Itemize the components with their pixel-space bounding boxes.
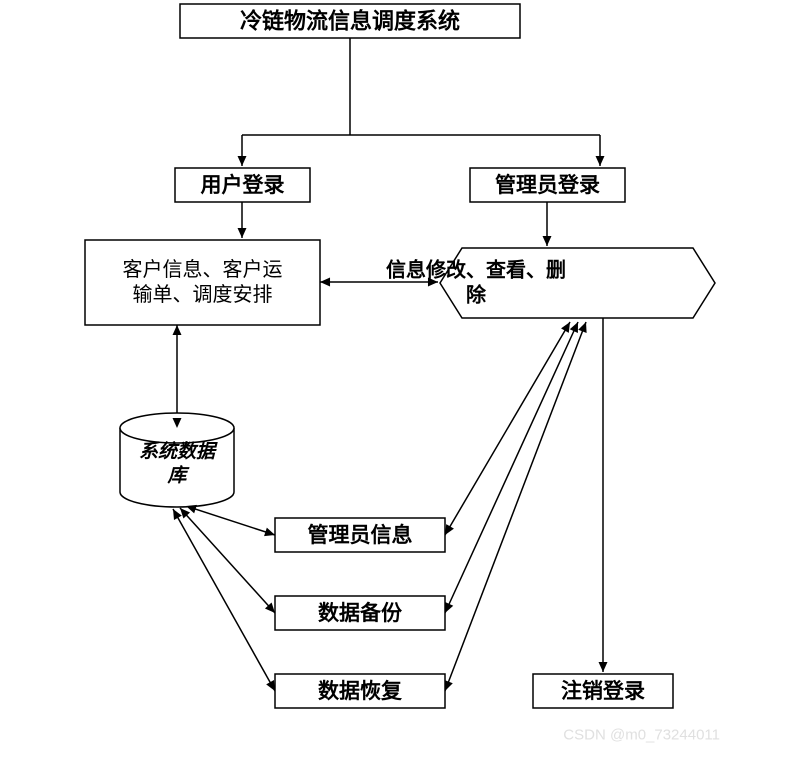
node-logout: 注销登录 [533,674,673,708]
node-text: 冷链物流信息调度系统 [240,9,460,34]
node-text: 管理员登录 [495,173,600,197]
node-text: 信息修改、查看、删 [386,258,566,282]
node-text: 注销登录 [561,679,645,703]
watermark: CSDN @m0_73244011 [563,727,720,744]
node-text: 客户信息、客户运 [123,258,283,281]
node-text: 用户登录 [201,173,285,197]
node-userLogin: 用户登录 [175,168,310,202]
node-text: 输单、调度安排 [133,283,273,306]
node-text: 管理员信息 [308,523,413,547]
node-backup: 数据备份 [275,596,445,630]
node-text: 数据恢复 [318,679,403,703]
node-text: 除 [466,283,487,307]
node-root: 冷链物流信息调度系统 [180,4,520,38]
node-adminLogin: 管理员登录 [470,168,625,202]
node-restore: 数据恢复 [275,674,445,708]
node-text: 数据备份 [318,601,403,625]
node-adminInfo: 管理员信息 [275,518,445,552]
node-customer: 客户信息、客户运输单、调度安排 [85,240,320,325]
node-text: 系统数据 [139,441,218,463]
